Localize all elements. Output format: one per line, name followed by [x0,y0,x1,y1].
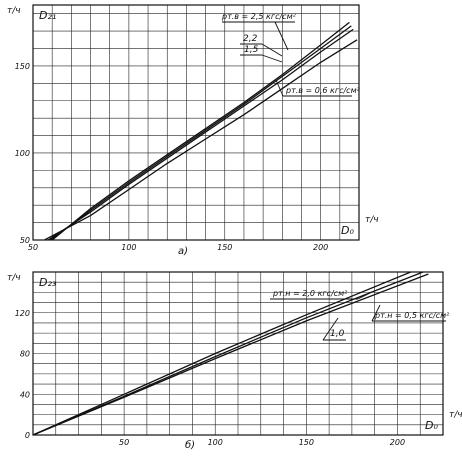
leader-line [357,291,373,300]
chart-panel-a: 50 100 150 200 50 100 150 т/ч т/ч D₂₁ D₀ a) pт.в = 2… [7,4,379,257]
leader-line [322,317,339,341]
corner-label: D₂₁ [39,9,56,22]
label-p-tv-2-5: pт.в = 2,5 кгс/см² [221,12,297,21]
leader-line [261,43,283,57]
plot-frame [32,4,360,241]
x-tick-label: 50 [28,243,38,252]
x-tick-label: 100 [121,243,136,252]
y-unit-label: т/ч [7,6,21,16]
x-tick-label: 150 [217,243,232,252]
y-tick-label: 150 [15,62,30,71]
x-tick-label: 200 [313,243,328,252]
leader-line [274,21,289,51]
panel-label: б) [185,439,195,451]
x-tick-label: 50 [119,438,129,447]
label-p-tn-2-0: pт.н = 2,0 кгс/см² [272,289,348,298]
x-tick-label: 150 [299,438,314,447]
y-tick-label: 0 [25,431,30,440]
leader-line [261,54,283,63]
series-line-0 [51,21,350,240]
y-tick-label: 40 [20,390,30,399]
x-tick-label: 100 [208,438,223,447]
x-axis-label: D₀ [341,224,354,237]
y-tick-label: 50 [20,236,30,245]
series-line-2 [33,273,429,435]
x-unit-label: т/ч [365,215,379,225]
series-line-1 [49,25,352,240]
x-tick-label: 200 [390,438,405,447]
series-line-0 [33,272,413,435]
series-line-2 [47,28,354,240]
label-2-2: 2,2 [243,34,258,44]
y-tick-label: 100 [15,149,30,158]
leader-line [275,79,284,97]
plot-frame [32,271,444,436]
y-unit-label: т/ч [7,273,21,283]
leader-line [371,304,381,322]
x-unit-label: т/ч [449,410,462,420]
y-tick-label: 120 [15,309,30,318]
label-1-5: 1,5 [244,45,259,55]
label-p-tv-0-6: pт.в = 0,6 кгс/см² [285,86,361,95]
y-tick-label: 80 [20,350,30,359]
chart-panel-b: 50 100 150 200 0 40 80 120 т/ч т/ч D₂₃ D₀ б) pт.н = 2… [7,271,462,451]
label-p-tn-0-5: pт.н = 0,5 кгс/см² [374,311,450,320]
series-line-3 [44,39,358,240]
corner-label: D₂₃ [39,276,57,289]
panel-label: a) [178,246,188,257]
label-1-0: 1,0 [330,329,345,339]
x-axis-label: D₀ [425,419,438,432]
